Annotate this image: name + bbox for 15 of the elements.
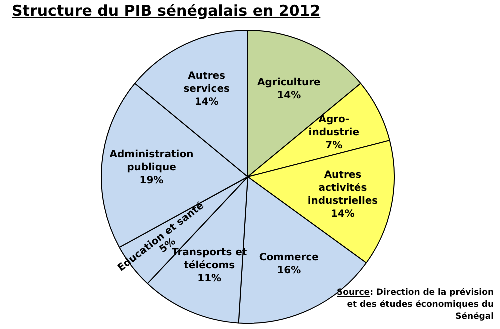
- data-label: 19%: [140, 175, 164, 186]
- data-label: 7%: [326, 140, 343, 152]
- data-label: 16%: [277, 266, 302, 277]
- data-label: 11%: [198, 273, 222, 284]
- slice-label: Autres services: [184, 71, 230, 96]
- slice-label: Autres activités industrielles: [308, 170, 378, 208]
- slice-label: Agro-industrie: [308, 114, 360, 139]
- data-label: 14%: [194, 97, 219, 108]
- slice-label: Commerce: [259, 252, 320, 264]
- data-label: 14%: [331, 209, 355, 220]
- slice-label: Administration publique: [110, 149, 194, 174]
- data-label: 14%: [277, 90, 302, 102]
- chart-title: Structure du PIB sénégalais en 2012: [12, 2, 321, 20]
- slice-label: Agriculture: [257, 78, 322, 89]
- source-note: Source: Direction de la prévision et des études économiques du Sénégal: [336, 287, 494, 323]
